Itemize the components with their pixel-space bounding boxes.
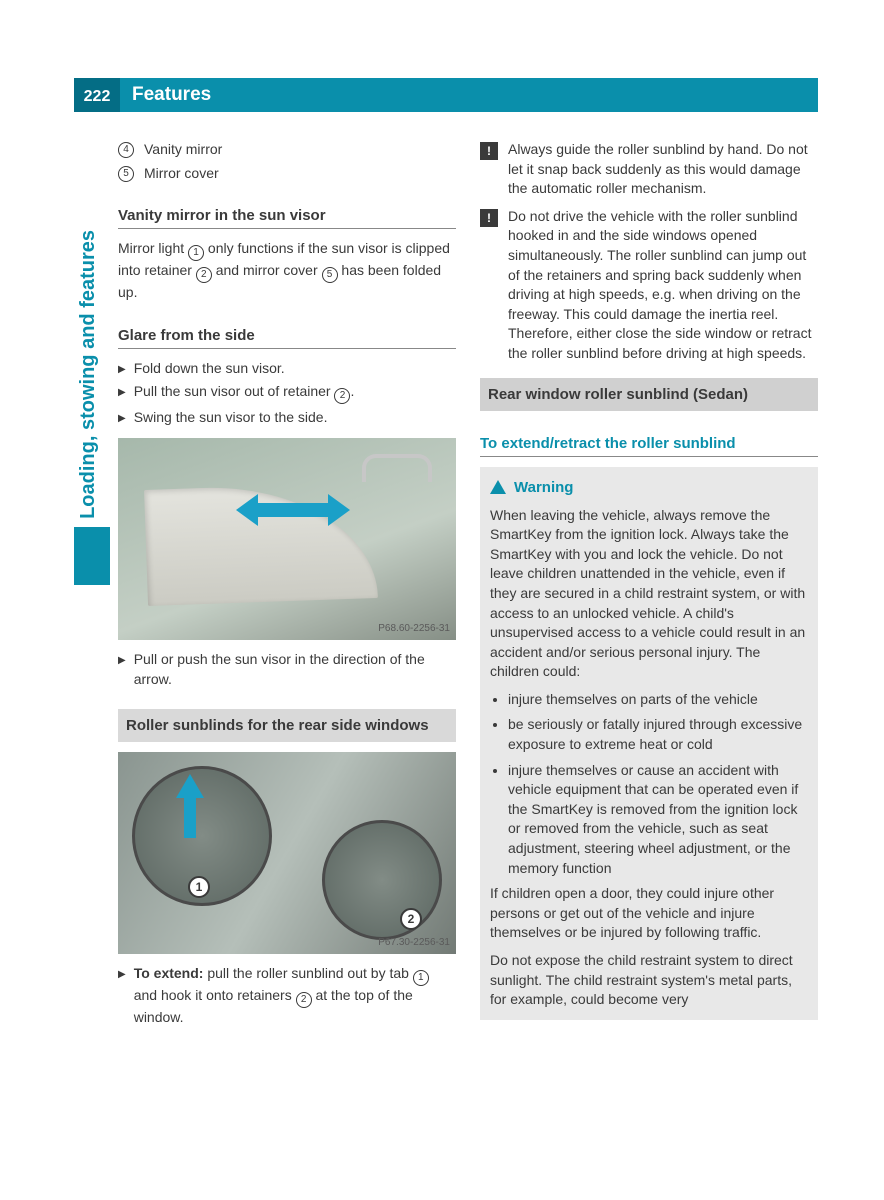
- step: ▶ To extend: pull the roller sunblind ou…: [118, 964, 456, 1028]
- triangle-icon: ▶: [118, 386, 126, 404]
- content-area: 4 Vanity mirror 5 Mirror cover Vanity mi…: [118, 140, 818, 1032]
- circled-number: 2: [296, 992, 312, 1008]
- item-label: Vanity mirror: [144, 140, 222, 160]
- step: ▶ Fold down the sun visor.: [118, 359, 456, 379]
- step: ▶ Swing the sun visor to the side.: [118, 408, 456, 428]
- magnifier-circle: [322, 820, 442, 940]
- image-reference: P67.30-2256-31: [378, 936, 450, 950]
- list-item: 4 Vanity mirror: [118, 140, 456, 160]
- circled-number: 4: [118, 142, 134, 158]
- callout-number: 1: [188, 876, 210, 898]
- section-banner: Rear window roller sunblind (Sedan): [480, 378, 818, 411]
- warning-bullet: injure themselves on parts of the vehicl…: [508, 690, 808, 710]
- side-tab-label: Loading, stowing and features: [74, 230, 102, 519]
- triangle-icon: ▶: [118, 412, 126, 428]
- step-text: Fold down the sun visor.: [134, 359, 285, 379]
- triangle-icon: ▶: [118, 968, 126, 1028]
- step: ▶ Pull or push the sun visor in the dire…: [118, 650, 456, 689]
- step: ▶ Pull the sun visor out of retainer 2.: [118, 382, 456, 404]
- handle-shape: [362, 454, 432, 482]
- sun-visor-image: P68.60-2256-31: [118, 438, 456, 640]
- exclamation-icon: !: [480, 209, 498, 227]
- circled-number: 1: [188, 245, 204, 261]
- warning-box: Warning When leaving the vehicle, always…: [480, 467, 818, 1020]
- side-tab: Loading, stowing and features: [74, 230, 110, 585]
- circled-number: 5: [322, 267, 338, 283]
- item-label: Mirror cover: [144, 164, 219, 184]
- caution-block: ! Do not drive the vehicle with the roll…: [480, 207, 818, 364]
- subheading: Glare from the side: [118, 325, 456, 349]
- subheading: To extend/retract the roller sunblind: [480, 433, 818, 457]
- warning-paragraph: When leaving the vehicle, always remove …: [490, 506, 808, 682]
- caution-text: Do not drive the vehicle with the roller…: [508, 207, 818, 364]
- circled-number: 5: [118, 166, 134, 182]
- section-banner: Roller sunblinds for the rear side windo…: [118, 709, 456, 742]
- step-text: Pull or push the sun visor in the direct…: [134, 650, 456, 689]
- page-number: 222: [74, 78, 120, 112]
- image-reference: P68.60-2256-31: [378, 622, 450, 636]
- side-tab-block: [74, 527, 110, 585]
- warning-paragraph: If children open a door, they could inju…: [490, 884, 808, 943]
- page-header: 222 Features: [74, 78, 818, 112]
- callout-number: 2: [400, 908, 422, 930]
- left-column: 4 Vanity mirror 5 Mirror cover Vanity mi…: [118, 140, 456, 1032]
- roller-sunblind-image: 1 2 P67.30-2256-31: [118, 752, 456, 954]
- exclamation-icon: !: [480, 142, 498, 160]
- step-text: Swing the sun visor to the side.: [134, 408, 328, 428]
- double-arrow-icon: [236, 494, 350, 526]
- circled-number: 2: [196, 267, 212, 283]
- up-arrow-icon: [176, 774, 204, 798]
- warning-paragraph: Do not expose the child restraint system…: [490, 951, 808, 1010]
- paragraph: Mirror light 1 only functions if the sun…: [118, 239, 456, 303]
- circled-number: 1: [413, 970, 429, 986]
- triangle-icon: ▶: [118, 654, 126, 689]
- step-text: Pull the sun visor out of retainer 2.: [134, 382, 355, 404]
- warning-title: Warning: [490, 477, 808, 498]
- warning-triangle-icon: [490, 480, 506, 494]
- warning-bullet-list: injure themselves on parts of the vehicl…: [490, 690, 808, 878]
- caution-block: ! Always guide the roller sunblind by ha…: [480, 140, 818, 199]
- warning-bullet: injure themselves or cause an accident w…: [508, 761, 808, 879]
- step-text: To extend: pull the roller sunblind out …: [134, 964, 456, 1028]
- subheading: Vanity mirror in the sun visor: [118, 205, 456, 229]
- list-item: 5 Mirror cover: [118, 164, 456, 184]
- page-title: Features: [120, 82, 211, 109]
- triangle-icon: ▶: [118, 363, 126, 379]
- right-column: ! Always guide the roller sunblind by ha…: [480, 140, 818, 1032]
- circled-number: 2: [334, 388, 350, 404]
- caution-text: Always guide the roller sunblind by hand…: [508, 140, 818, 199]
- warning-bullet: be seriously or fatally injured through …: [508, 715, 808, 754]
